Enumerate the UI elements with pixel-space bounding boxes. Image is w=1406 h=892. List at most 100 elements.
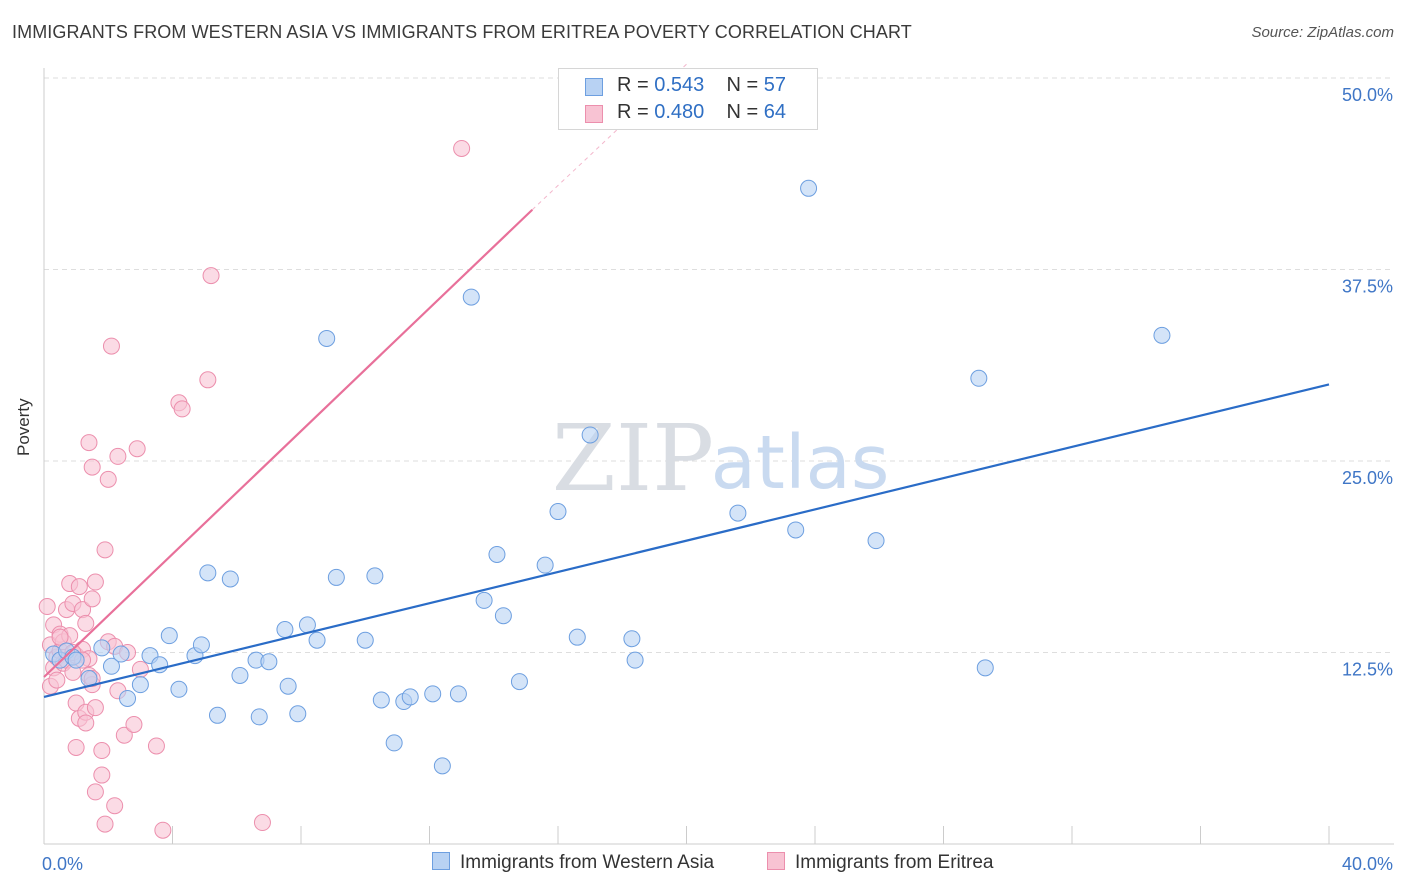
western-asia-point [208, 706, 226, 724]
bottom-legend-label-eritrea: Immigrants from Eritrea [795, 852, 994, 873]
eritrea-point [109, 447, 127, 465]
western-asia-point [488, 545, 506, 563]
series-eritrea-points [38, 139, 471, 839]
eritrea-point [77, 714, 95, 732]
x-tick-label-max: 40.0% [1342, 854, 1393, 874]
western-asia-point [729, 504, 747, 522]
eritrea-point [83, 590, 101, 608]
western-asia-point [462, 288, 480, 306]
western-asia-point [626, 651, 644, 669]
legend-n-value-1: 57 [763, 74, 787, 96]
eritrea-point [199, 371, 217, 389]
watermark-zip: ZIP [552, 405, 714, 512]
eritrea-point [48, 671, 66, 689]
eritrea-point [147, 737, 165, 755]
chart-source: Source: ZipAtlas.com [1251, 24, 1394, 41]
eritrea-point [93, 766, 111, 784]
legend-r-value-2: 0.480 [654, 101, 705, 123]
eritrea-point [99, 470, 117, 488]
eritrea-point [96, 815, 114, 833]
legend-r-label-1: R = [617, 74, 649, 96]
axis-layer [43, 68, 1394, 845]
western-asia-point [867, 532, 885, 550]
bottom-legend-swatch-pink [767, 852, 785, 870]
eritrea-point [70, 578, 88, 596]
western-asia-point [160, 627, 178, 645]
y-axis-label: Poverty [14, 398, 33, 456]
western-asia-point [366, 567, 384, 585]
y-tick-label: 12.5% [1342, 660, 1393, 680]
eritrea-point [38, 598, 56, 616]
western-asia-point [510, 673, 528, 691]
western-asia-point [67, 651, 85, 669]
legend-r-label-2: R = [617, 101, 649, 123]
western-asia-point [549, 503, 567, 521]
western-asia-point [372, 691, 390, 709]
eritrea-point [96, 541, 114, 559]
western-asia-point [199, 564, 217, 582]
western-asia-point [433, 757, 451, 775]
trend-layer [43, 63, 1330, 698]
western-asia-point [568, 628, 586, 646]
bottom-legend-eritrea: Immigrants from Eritrea [767, 852, 993, 874]
western-asia-point [170, 680, 188, 698]
eritrea-point [93, 742, 111, 760]
western-asia-point [424, 685, 442, 703]
western-asia-point [93, 639, 111, 657]
legend-n-label-2: N = [726, 101, 759, 123]
eritrea-point [80, 434, 98, 452]
western-asia-point [800, 179, 818, 197]
western-asia-point [401, 688, 419, 706]
eritrea-point [51, 628, 69, 646]
western-asia-point [536, 556, 554, 574]
y-tick-label: 50.0% [1342, 85, 1393, 105]
eritrea-trendline [43, 208, 534, 678]
western-asia-point [623, 630, 641, 648]
eritrea-point [253, 814, 271, 832]
eritrea-point [86, 573, 104, 591]
western-asia-point [119, 689, 137, 707]
bottom-legend-western-asia: Immigrants from Western Asia [432, 852, 714, 874]
western-asia-point [131, 676, 149, 694]
bottom-legend-label-western-asia: Immigrants from Western Asia [460, 852, 715, 873]
eritrea-point [128, 440, 146, 458]
chart-title: IMMIGRANTS FROM WESTERN ASIA VS IMMIGRAN… [12, 22, 912, 42]
eritrea-point [86, 699, 104, 717]
x-tick-label-min: 0.0% [42, 854, 83, 874]
y-tick-label: 25.0% [1342, 468, 1393, 488]
western-asia-point [231, 666, 249, 684]
eritrea-point [453, 139, 471, 157]
western-asia-point [970, 369, 988, 387]
western-asia-point [112, 645, 130, 663]
western-asia-trendline [43, 383, 1330, 698]
eritrea-point [202, 267, 220, 285]
western-asia-point [221, 570, 239, 588]
western-asia-point [102, 657, 120, 675]
western-asia-point [192, 636, 210, 654]
western-asia-point [289, 705, 307, 723]
western-asia-point [449, 685, 467, 703]
legend-r-value-1: 0.543 [654, 74, 705, 96]
eritrea-point [86, 783, 104, 801]
western-asia-point [276, 621, 294, 639]
western-asia-point [308, 631, 326, 649]
western-asia-point [494, 607, 512, 625]
eritrea-point [67, 738, 85, 756]
western-asia-point [1153, 326, 1171, 344]
correlation-legend: R = 0.543 N = 57 R = 0.480 N = 64 [558, 68, 818, 130]
eritrea-point [77, 614, 95, 632]
western-asia-point [279, 677, 297, 695]
legend-swatch-pink [585, 105, 603, 123]
grid-layer [44, 77, 1394, 653]
western-asia-point [475, 591, 493, 609]
western-asia-point [318, 329, 336, 347]
eritrea-point [83, 458, 101, 476]
legend-swatch-blue [585, 78, 603, 96]
eritrea-point [115, 726, 133, 744]
legend-n-label-1: N = [726, 74, 759, 96]
eritrea-point [102, 337, 120, 355]
eritrea-point [106, 797, 124, 815]
western-asia-point [581, 426, 599, 444]
